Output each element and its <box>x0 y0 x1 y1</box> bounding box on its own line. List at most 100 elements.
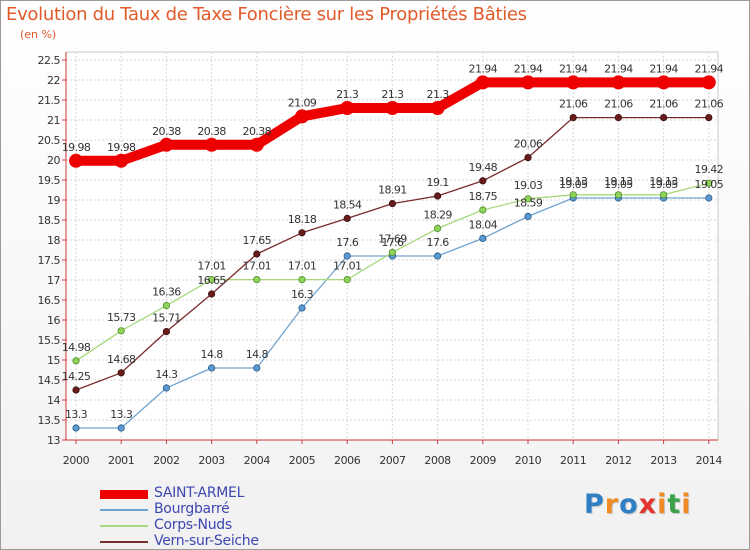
data-label-corps-nuds: 15.73 <box>107 311 136 324</box>
logo-letter: i <box>681 489 692 520</box>
y-tick-label: 18.5 <box>38 214 61 227</box>
y-tick-label: 18 <box>47 234 60 247</box>
data-label-vern-sur-seiche: 15.71 <box>152 312 181 325</box>
proxiti-logo: Proxiti <box>584 489 692 520</box>
logo-letter: o <box>619 489 639 520</box>
data-label-saint-armel: 21.3 <box>427 88 450 101</box>
y-tick-label: 19.5 <box>38 174 61 187</box>
data-point-bourgbarr- <box>208 364 216 372</box>
x-tick-label: 2012 <box>605 454 631 467</box>
data-label-bourgbarr-: 17.6 <box>381 236 404 249</box>
data-point-saint-armel <box>656 75 671 90</box>
data-point-corps-nuds <box>614 191 623 199</box>
logo-letter: t <box>667 489 682 520</box>
legend-label-vern-sur-seiche: Vern-sur-Seiche <box>154 533 259 549</box>
data-point-corps-nuds <box>253 275 261 284</box>
data-label-vern-sur-seiche: 17.65 <box>243 234 272 247</box>
legend-swatch-saint-armel <box>100 489 148 499</box>
logo-letter: x <box>638 489 658 520</box>
y-tick-label: 13 <box>47 434 60 447</box>
data-point-corps-nuds <box>208 275 216 284</box>
data-point-bourgbarr- <box>298 304 306 312</box>
data-label-saint-armel: 20.38 <box>197 125 226 138</box>
data-label-bourgbarr-: 19.05 <box>695 178 724 191</box>
data-point-vern-sur-seiche <box>388 200 396 208</box>
data-label-saint-armel: 21.94 <box>695 62 724 75</box>
y-tick-label: 19 <box>47 194 60 207</box>
x-tick-label: 2010 <box>515 454 542 467</box>
x-tick-label: 2009 <box>470 454 497 467</box>
data-label-corps-nuds: 16.36 <box>152 286 181 299</box>
data-label-corps-nuds: 19.03 <box>514 179 543 192</box>
data-point-bourgbarr- <box>162 384 170 392</box>
data-label-corps-nuds: 17.01 <box>288 260 317 273</box>
logo-letter: r <box>604 489 620 520</box>
data-point-saint-armel <box>521 75 535 90</box>
data-label-vern-sur-seiche: 21.06 <box>649 98 678 111</box>
x-tick-label: 2006 <box>334 454 361 467</box>
x-tick-label: 2002 <box>153 454 179 467</box>
data-point-saint-armel <box>566 75 581 90</box>
data-label-vern-sur-seiche: 19.48 <box>469 161 498 174</box>
data-point-bourgbarr- <box>117 424 125 432</box>
legend-label-bourgbarr-: Bourgbarré <box>154 501 230 517</box>
x-tick-label: 2003 <box>198 454 225 467</box>
data-point-saint-armel <box>69 153 83 168</box>
data-point-corps-nuds <box>524 195 532 203</box>
data-point-vern-sur-seiche <box>433 192 442 200</box>
data-point-bourgbarr- <box>479 234 487 242</box>
y-tick-label: 16.5 <box>38 294 61 307</box>
data-point-corps-nuds <box>705 179 713 187</box>
data-point-bourgbarr- <box>705 194 713 202</box>
data-label-saint-armel: 21.3 <box>381 88 404 101</box>
x-tick-label: 2007 <box>379 454 406 467</box>
data-point-saint-armel <box>249 137 264 152</box>
y-tick-label: 15 <box>47 354 60 367</box>
legend-label-corps-nuds: Corps-Nuds <box>154 517 232 533</box>
data-point-vern-sur-seiche <box>705 114 713 122</box>
data-point-corps-nuds <box>117 327 125 335</box>
data-label-corps-nuds: 17.01 <box>197 260 226 273</box>
data-label-saint-armel: 21.94 <box>559 62 588 75</box>
data-point-vern-sur-seiche <box>72 386 80 394</box>
data-point-vern-sur-seiche <box>524 154 532 162</box>
data-label-bourgbarr-: 14.8 <box>201 348 224 361</box>
data-label-vern-sur-seiche: 21.06 <box>695 98 724 111</box>
data-label-bourgbarr-: 13.3 <box>110 408 133 421</box>
y-tick-label: 17.5 <box>38 254 61 267</box>
legend-swatch-corps-nuds <box>100 525 148 527</box>
data-point-vern-sur-seiche <box>569 114 577 122</box>
data-label-corps-nuds: 17.01 <box>333 260 362 273</box>
data-label-corps-nuds: 18.29 <box>423 208 452 221</box>
data-point-corps-nuds <box>479 206 487 214</box>
y-tick-label: 17 <box>47 274 60 287</box>
data-label-vern-sur-seiche: 18.18 <box>288 213 317 226</box>
data-label-vern-sur-seiche: 20.06 <box>514 138 543 151</box>
data-label-corps-nuds: 14.98 <box>62 341 91 354</box>
data-label-bourgbarr-: 14.8 <box>246 348 269 361</box>
unit-label: (en %) <box>20 28 57 41</box>
data-label-bourgbarr-: 14.3 <box>155 368 178 381</box>
data-label-saint-armel: 19.98 <box>62 141 91 154</box>
data-point-corps-nuds <box>569 191 577 199</box>
data-point-bourgbarr- <box>72 424 80 432</box>
data-point-saint-armel <box>159 137 174 152</box>
data-point-vern-sur-seiche <box>117 369 125 377</box>
y-tick-label: 13.5 <box>38 414 61 427</box>
data-label-saint-armel: 20.38 <box>243 125 272 138</box>
y-tick-label: 20 <box>47 154 60 167</box>
data-point-corps-nuds <box>433 224 442 232</box>
data-point-corps-nuds <box>72 357 80 365</box>
data-point-bourgbarr- <box>524 212 532 220</box>
y-tick-label: 14 <box>47 394 60 407</box>
data-point-saint-armel <box>385 101 400 115</box>
data-label-corps-nuds: 19.42 <box>695 163 724 176</box>
logo-letter: P <box>584 489 605 520</box>
data-label-vern-sur-seiche: 14.68 <box>107 353 136 366</box>
data-label-vern-sur-seiche: 14.25 <box>62 370 91 383</box>
data-point-saint-armel <box>114 153 129 168</box>
data-point-vern-sur-seiche <box>253 250 261 258</box>
y-tick-label: 14.5 <box>38 374 61 387</box>
data-label-corps-nuds: 17.01 <box>243 260 272 273</box>
